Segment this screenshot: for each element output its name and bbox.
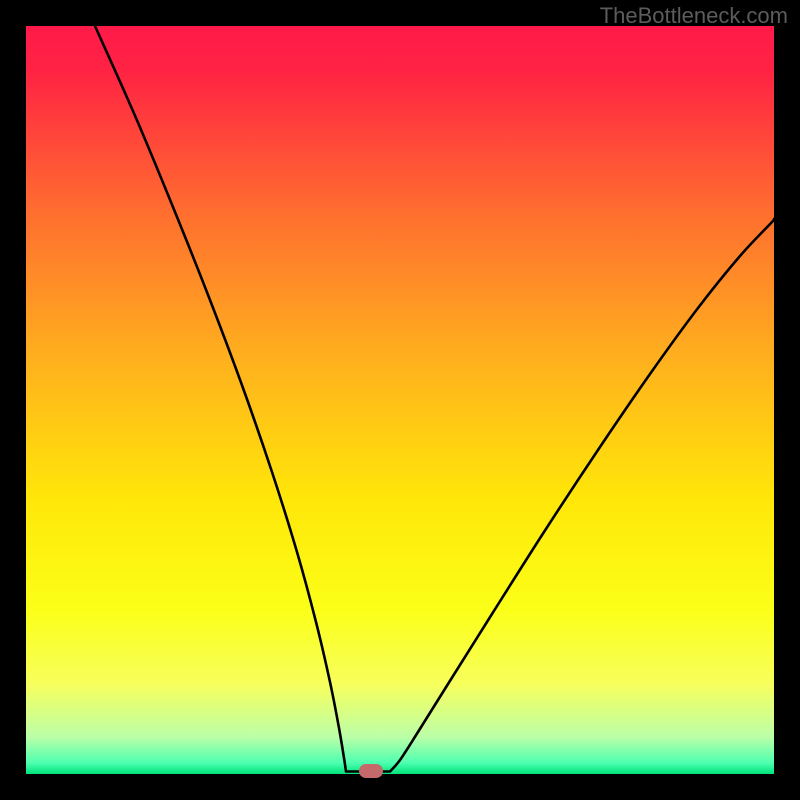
chart-container: TheBottleneck.com bbox=[0, 0, 800, 800]
watermark-text: TheBottleneck.com bbox=[600, 3, 788, 29]
gradient-background bbox=[26, 26, 774, 774]
optimal-point-marker bbox=[359, 764, 383, 778]
bottleneck-curve-chart bbox=[0, 0, 800, 800]
